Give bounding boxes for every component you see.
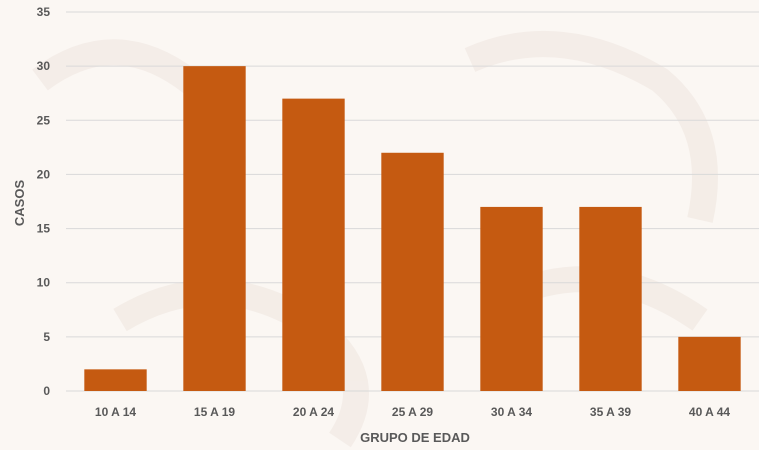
bar-25-a-29 bbox=[381, 152, 444, 391]
y-tick-label: 15 bbox=[37, 222, 51, 236]
bar-40-a-44 bbox=[678, 336, 741, 391]
bar-15-a-19 bbox=[183, 66, 246, 392]
bars bbox=[84, 66, 741, 392]
y-tick-label: 35 bbox=[37, 5, 51, 19]
x-axis-title: GRUPO DE EDAD bbox=[360, 430, 470, 445]
bar-30-a-34 bbox=[480, 206, 543, 391]
y-tick-label: 30 bbox=[37, 59, 51, 73]
bar-20-a-24 bbox=[282, 98, 345, 391]
y-tick-label: 10 bbox=[37, 276, 51, 290]
x-tick-label: 30 A 34 bbox=[491, 405, 532, 419]
x-tick-label: 20 A 24 bbox=[293, 405, 334, 419]
bar-10-a-14 bbox=[84, 369, 147, 391]
bar-35-a-39 bbox=[579, 206, 642, 391]
y-axis-title: CASOS bbox=[12, 180, 27, 227]
y-tick-label: 5 bbox=[43, 330, 50, 344]
x-tick-label: 10 A 14 bbox=[95, 405, 136, 419]
y-tick-label: 20 bbox=[37, 167, 51, 181]
y-axis-tick-labels: 0 5 10 15 20 25 30 35 bbox=[37, 5, 51, 398]
y-tick-label: 0 bbox=[43, 384, 50, 398]
x-axis-tick-labels: 10 A 14 15 A 19 20 A 24 25 A 29 30 A 34 35 A … bbox=[95, 405, 730, 419]
x-tick-label: 15 A 19 bbox=[194, 405, 235, 419]
x-tick-label: 40 A 44 bbox=[689, 405, 730, 419]
x-tick-label: 35 A 39 bbox=[590, 405, 631, 419]
x-tick-label: 25 A 29 bbox=[392, 405, 433, 419]
y-tick-label: 25 bbox=[37, 113, 51, 127]
